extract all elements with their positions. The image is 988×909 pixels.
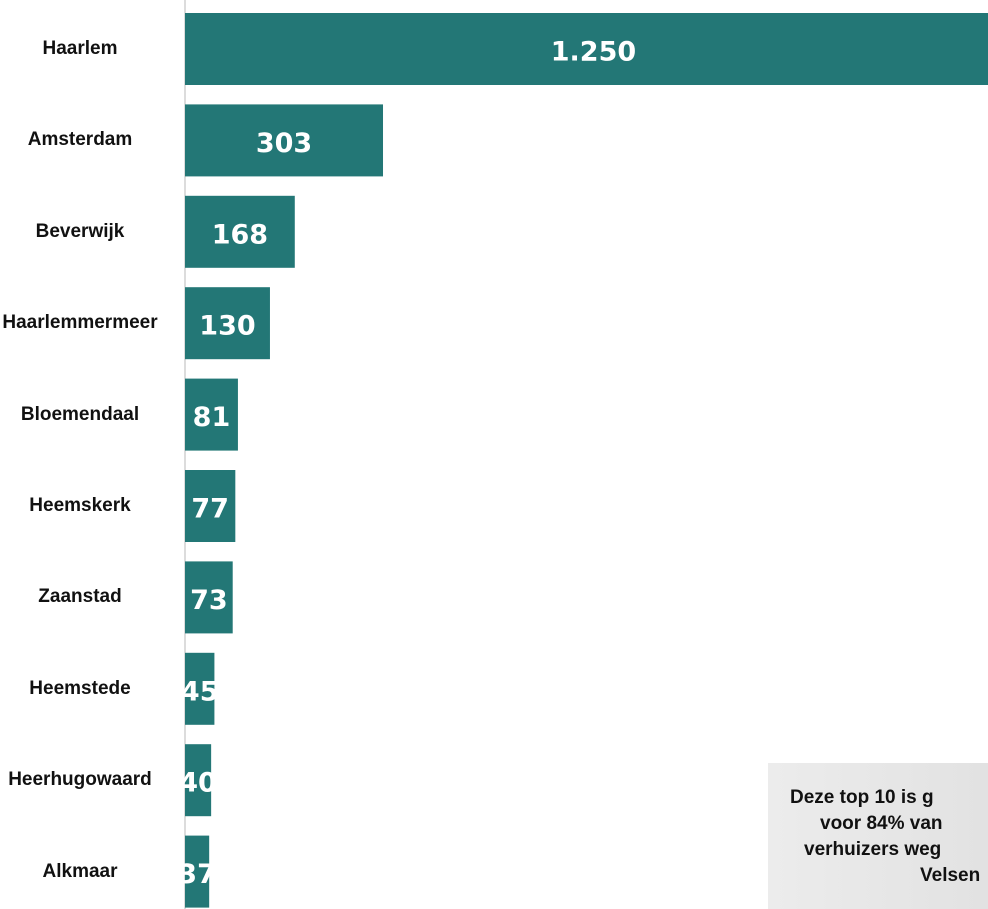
bar [185, 744, 212, 817]
annotation-text: Deze top 10 is g [790, 787, 934, 808]
value-label: 303 [256, 128, 312, 159]
category-label: Heerhugowaard [8, 769, 152, 791]
value-label: 45 [181, 676, 219, 707]
annotation-text: verhuizers weg [804, 839, 941, 860]
value-label: 168 [212, 219, 268, 250]
annotation-text: Velsen [920, 865, 980, 886]
category-label: Beverwijk [35, 220, 125, 242]
bar [185, 195, 295, 268]
category-label: Amsterdam [27, 129, 133, 151]
bar [185, 13, 988, 85]
bar [185, 287, 270, 360]
value-label: 77 [191, 494, 229, 525]
value-label: 130 [199, 311, 255, 342]
value-label: 37 [178, 859, 216, 890]
bar [185, 470, 236, 542]
category-label: Heemstede [29, 677, 131, 699]
value-label: 81 [193, 402, 231, 433]
value-label: 1.250 [551, 37, 636, 68]
annotation-box [768, 763, 988, 909]
value-label: 40 [179, 768, 217, 799]
bar [185, 561, 233, 634]
category-label: Bloemendaal [20, 403, 140, 425]
category-label: Haarlemmermeer [2, 312, 158, 334]
annotation-text: voor 84% van [820, 813, 943, 834]
category-label: Haarlem [42, 38, 118, 59]
value-label: 73 [190, 585, 228, 616]
category-label: Zaanstad [38, 586, 122, 608]
bar [185, 835, 210, 908]
category-label: Heemskerk [29, 495, 131, 516]
bar [185, 378, 238, 451]
bar [185, 652, 215, 725]
bar [185, 104, 384, 177]
category-label: Alkmaar [42, 860, 118, 882]
